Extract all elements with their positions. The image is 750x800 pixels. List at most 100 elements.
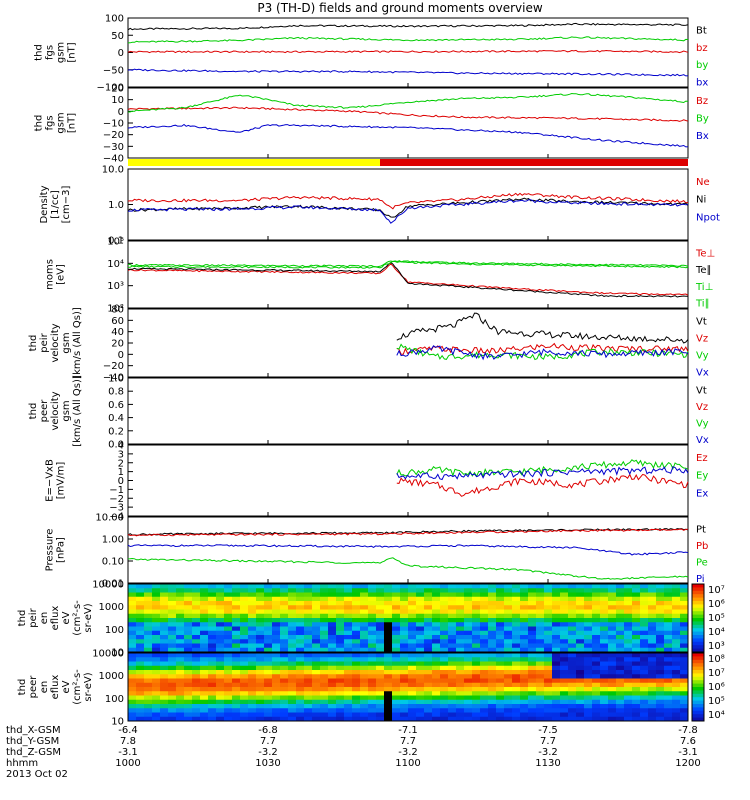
heatmap-cell (640, 687, 649, 692)
y-axis-label: Density (39, 185, 50, 223)
heatmap-cell (400, 601, 409, 606)
heatmap-cell (464, 712, 473, 718)
y-axis-label: sr-eV) (83, 672, 94, 701)
heatmap-cell (528, 635, 537, 640)
heatmap-cell (320, 661, 329, 667)
heatmap-cell (424, 601, 433, 606)
heatmap-cell (384, 678, 393, 684)
heatmap-cell (296, 699, 305, 705)
colorbar-cell (692, 597, 704, 602)
heatmap-cell (664, 691, 673, 696)
heatmap-cell (336, 635, 345, 640)
heatmap-cell (472, 584, 481, 589)
heatmap-cell (528, 609, 537, 615)
y-axis-label: [km/s (All Qs)] (72, 307, 83, 379)
heatmap-cell (368, 618, 377, 623)
heatmap-cell (544, 613, 553, 619)
heatmap-cell (216, 687, 225, 692)
heatmap-cell (384, 647, 393, 653)
heatmap-cell (360, 639, 369, 644)
heatmap-cell (480, 630, 489, 636)
heatmap-cell (624, 691, 633, 696)
heatmap-cell (664, 626, 673, 632)
heatmap-cell (312, 682, 321, 688)
y-tick-label: 10 (111, 648, 124, 659)
heatmap-cell (360, 661, 369, 667)
heatmap-cell (232, 635, 241, 640)
heatmap-cell (480, 626, 489, 632)
heatmap-cell (344, 618, 353, 623)
heatmap-cell (480, 588, 489, 593)
heatmap-cell (432, 626, 441, 632)
heatmap-cell (144, 695, 153, 701)
heatmap-cell (168, 584, 177, 589)
heatmap-cell (184, 630, 193, 636)
heatmap-cell (360, 665, 369, 671)
heatmap-cell (520, 613, 529, 619)
heatmap-cell (488, 699, 497, 705)
heatmap-cell (440, 643, 449, 649)
legend-Npot: Npot (696, 212, 720, 223)
heatmap-cell (616, 643, 625, 649)
heatmap-cell (528, 647, 537, 653)
heatmap-cell (528, 712, 537, 718)
heatmap-cell (624, 712, 633, 718)
heatmap-cell (448, 687, 457, 692)
heatmap-cell (240, 592, 249, 598)
heatmap-cell (624, 588, 633, 593)
y-axis-label: eflux (50, 606, 61, 631)
heatmap-cell (608, 695, 617, 701)
y-tick-label: 4 (118, 441, 124, 452)
y-tick-label: 0.6 (108, 400, 124, 411)
heatmap-cell (568, 613, 577, 619)
heatmap-cell (280, 605, 289, 610)
heatmap-cell (528, 695, 537, 701)
heatmap-cell (256, 605, 265, 610)
heatmap-cell (328, 588, 337, 593)
heatmap-cell (616, 708, 625, 713)
heatmap-cell (552, 592, 561, 598)
heatmap-cell (216, 653, 225, 658)
heatmap-cell (640, 712, 649, 718)
heatmap-cell (392, 618, 401, 623)
heatmap-cell (184, 704, 193, 709)
heatmap-cell (344, 682, 353, 688)
heatmap-cell (280, 601, 289, 606)
heatmap-cell (232, 630, 241, 636)
heatmap-cell (416, 661, 425, 667)
heatmap-cell (296, 643, 305, 649)
heatmap-cell (456, 596, 465, 602)
colorbar-cell (692, 717, 704, 722)
heatmap-cell (608, 699, 617, 705)
heatmap-cell (648, 653, 657, 658)
heatmap-cell (536, 674, 545, 679)
heatmap-cell (520, 635, 529, 640)
heatmap-cell (200, 678, 209, 684)
heatmap-cell (536, 626, 545, 632)
heatmap-cell (544, 618, 553, 623)
legend-Vz: Vz (696, 402, 708, 413)
heatmap-cell (232, 661, 241, 667)
heatmap-cell (680, 630, 689, 636)
heatmap-cell (272, 695, 281, 701)
heatmap-cell (368, 622, 377, 627)
heatmap-cell (520, 588, 529, 593)
y-axis-label: eflux (50, 675, 61, 700)
colorbar-cell (692, 614, 704, 619)
heatmap-cell (552, 639, 561, 644)
heatmap-cell (432, 657, 441, 662)
heatmap-cell (456, 588, 465, 593)
heatmap-cell (360, 712, 369, 718)
heatmap-cell (216, 626, 225, 632)
heatmap-cell (616, 592, 625, 598)
colorbar-cell (692, 680, 704, 685)
heatmap-cell (216, 635, 225, 640)
heatmap-cell (680, 588, 689, 593)
colorbar-frame (691, 583, 705, 653)
heatmap-cell (616, 639, 625, 644)
heatmap-cell (296, 670, 305, 675)
heatmap-cell (392, 647, 401, 653)
heatmap-cell (344, 653, 353, 658)
heatmap-cell (640, 661, 649, 667)
heatmap-cell (216, 592, 225, 598)
